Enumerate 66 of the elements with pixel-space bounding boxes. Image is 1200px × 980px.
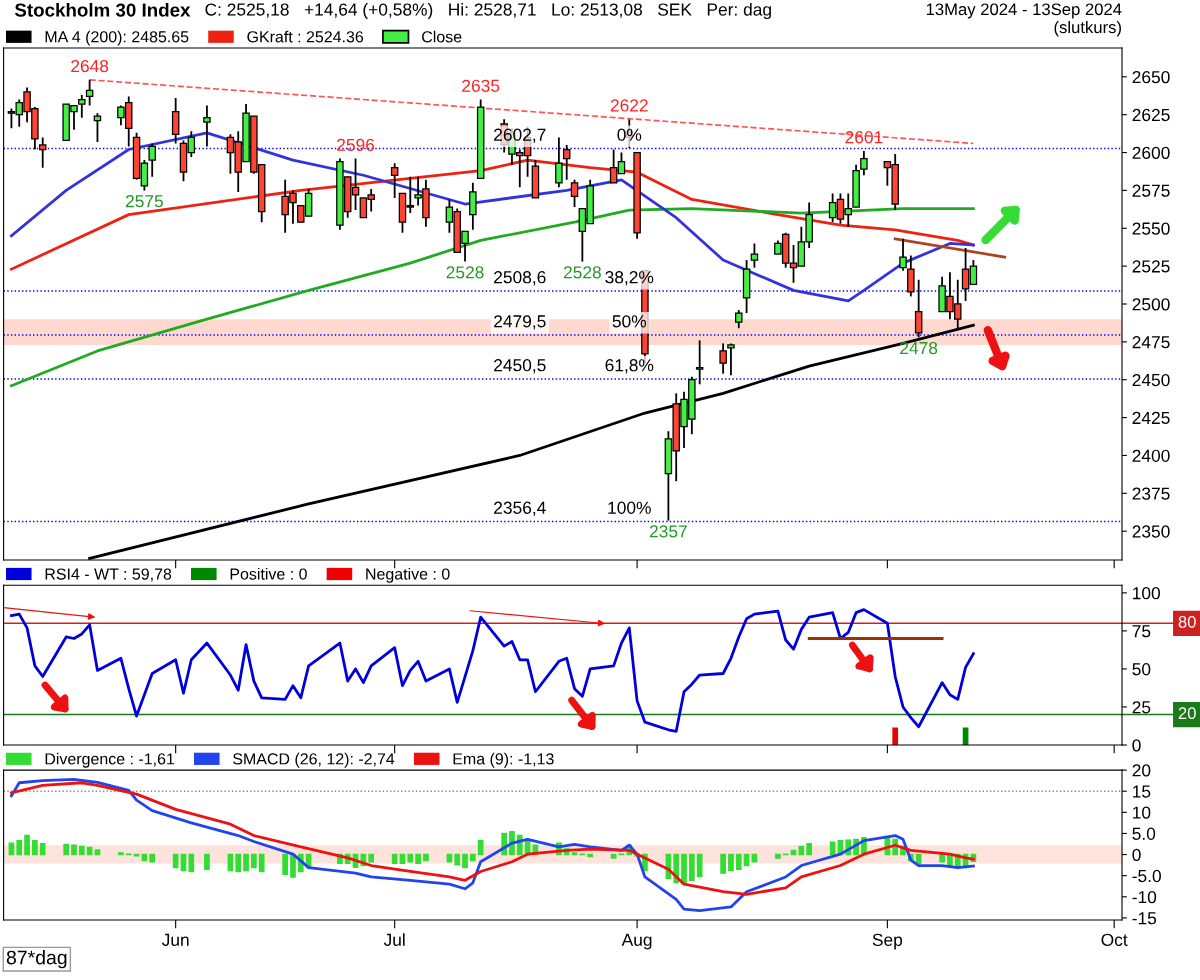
y-tick-label: -15: [1132, 912, 1157, 925]
x-tick-label: Jun: [161, 933, 189, 946]
annotation: 2575: [125, 195, 163, 208]
y-tick-label: 2500: [1132, 298, 1170, 311]
annotation: 2450,5: [494, 359, 546, 374]
y-tick-label: 75: [1132, 625, 1151, 638]
legend-label: GKraft : 2524.36: [247, 30, 364, 43]
annotation: 2479,5: [494, 315, 546, 330]
y-tick-label: 20: [1132, 764, 1151, 777]
ref-line-label: 20: [1178, 707, 1196, 720]
legend-label: Negative : 0: [366, 567, 450, 583]
y-tick-label: 2575: [1132, 184, 1170, 197]
y-tick-label: 100: [1133, 587, 1161, 600]
y-tick-label: 2625: [1132, 108, 1170, 122]
y-tick-label: 50: [1132, 663, 1151, 676]
annotation: 2356,4: [494, 501, 546, 516]
annotation: 38,2%: [605, 271, 654, 286]
legend-label: RSI4 - WT : 59,78: [45, 568, 172, 582]
legend-label: Ema (9): -1,13: [453, 752, 554, 768]
x-tick-label: Jul: [383, 933, 405, 946]
y-tick-label: 2375: [1132, 487, 1170, 500]
annotation: 2635: [462, 79, 500, 92]
y-tick-label: 2550: [1132, 222, 1170, 235]
legend-label: Divergence : -1,61: [45, 752, 175, 768]
annotation: 61,8%: [605, 359, 654, 374]
y-tick-label: 0: [1132, 739, 1141, 752]
chart-subtitle: 13May 2024 - 13Sep 2024 (slutkurs): [926, 3, 1122, 37]
x-tick-label: Oct: [1101, 933, 1128, 946]
y-tick-label: 2450: [1132, 373, 1170, 387]
text: 87*dag: [6, 950, 67, 969]
x-tick-label: Aug: [621, 933, 652, 950]
legend-label: Positive : 0: [230, 567, 307, 580]
y-tick-label: -5.0: [1132, 869, 1161, 883]
y-tick-label: 10: [1133, 806, 1151, 819]
y-tick-label: 25: [1132, 701, 1151, 714]
y-tick-label: 2475: [1132, 336, 1170, 349]
ref-line-label: 80: [1178, 615, 1196, 628]
annotation: 50%: [612, 315, 647, 328]
y-tick-label: -10: [1132, 890, 1157, 904]
annotation: 2528: [563, 266, 601, 279]
annotation: 2648: [71, 59, 109, 73]
chart-title: Stockholm 30 Index: [14, 2, 191, 17]
annotation: 100%: [608, 501, 651, 514]
text: C: 2525,18 +14,64 (+0,58%) Hi: 2528,71 Lo: 2513,08 SEK Per: dag: [205, 2, 771, 20]
y-tick-label: 2425: [1132, 411, 1170, 425]
x-tick-label: Sep: [872, 933, 903, 950]
annotation: 2357: [649, 525, 687, 538]
annotation: 2478: [900, 341, 938, 355]
annotation: 2596: [337, 138, 375, 151]
legend-label: MA 4 (200): 2485.65: [45, 30, 189, 46]
y-tick-label: 2400: [1132, 449, 1170, 462]
annotation: 2528: [446, 266, 484, 279]
y-tick-label: 2350: [1132, 525, 1170, 538]
y-tick-label: 2600: [1132, 146, 1170, 159]
annotation: 2622: [610, 99, 648, 112]
y-tick-label: 5.0: [1132, 827, 1156, 840]
annotation: 2602,7: [494, 128, 546, 143]
legend-label: SMACD (26, 12): -2,74: [233, 752, 395, 768]
y-tick-label: 2650: [1132, 70, 1170, 84]
legend-label: Close: [422, 30, 462, 43]
y-tick-label: 2525: [1132, 260, 1170, 273]
annotation: 2508,6: [494, 271, 546, 286]
annotation: 2601: [845, 131, 883, 144]
annotation: 0%: [617, 128, 642, 141]
y-tick-label: 0: [1132, 848, 1141, 862]
y-tick-label: 15: [1133, 785, 1151, 798]
